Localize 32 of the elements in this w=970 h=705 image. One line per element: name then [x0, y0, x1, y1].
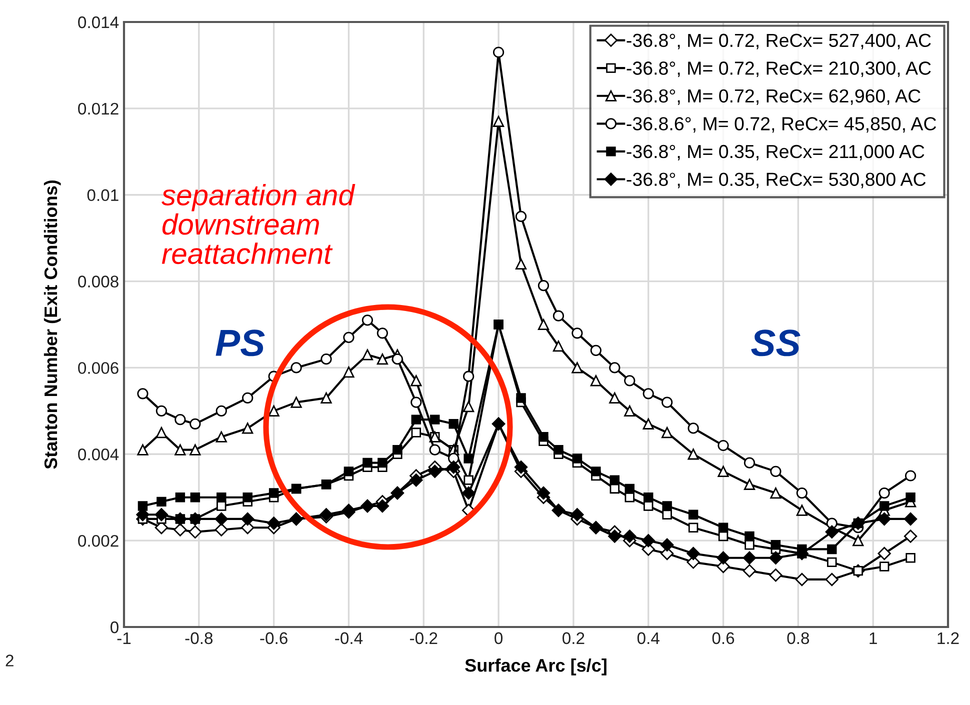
y-tick-label: 0.004 [78, 448, 119, 460]
legend-label: -36.8°, M= 0.72, ReCx= 527,400, AC [626, 34, 931, 50]
x-tick-label: -0.6 [260, 632, 288, 644]
y-tick-label: 0 [110, 621, 118, 634]
legend-label: -36.8°, M= 0.72, ReCx= 62,960, AC [626, 89, 920, 105]
x-tick-label: -0.2 [410, 632, 438, 644]
x-tick-label: -1 [117, 632, 131, 644]
y-axis-title: Stanton Number (Exit Conditions) [44, 180, 61, 469]
legend-label: -36.8°, M= 0.35, ReCx= 211,000 AC [626, 144, 924, 160]
x-tick-label: -0.4 [335, 632, 363, 644]
x-tick-label: 0.8 [787, 632, 810, 644]
y-tick-label: 0.014 [78, 16, 119, 28]
x-tick-label: 0 [494, 632, 503, 644]
x-axis-title: Surface Arc [s/c] [465, 658, 606, 676]
annotation: PS [216, 330, 265, 356]
legend-label: -36.8°, M= 0.72, ReCx= 210,300, AC [626, 62, 931, 78]
x-tick-label: 0.4 [637, 632, 660, 644]
legend-label: -36.8.6°, M= 0.72, ReCx= 45,850, AC [626, 117, 936, 133]
y-tick-label: 0.008 [78, 276, 118, 288]
y-tick-label: 0.006 [78, 362, 118, 374]
annotation: separation and downstream reattachment [162, 184, 356, 264]
x-tick-label: 1 [870, 632, 877, 644]
x-tick-label: 0.2 [562, 632, 584, 644]
x-tick-label: -0.8 [185, 632, 213, 644]
y-tick-label: 0.01 [87, 189, 118, 202]
x-tick-label: 1.2 [938, 632, 959, 644]
annotation: SS [751, 330, 800, 356]
x-tick-label: 0.6 [712, 632, 734, 644]
y-tick-label: 0.012 [78, 102, 118, 115]
text: 2 [6, 654, 14, 666]
y-tick-label: 0.002 [78, 534, 118, 547]
legend-label: -36.8°, M= 0.35, ReCx= 530,800 AC [626, 172, 926, 188]
